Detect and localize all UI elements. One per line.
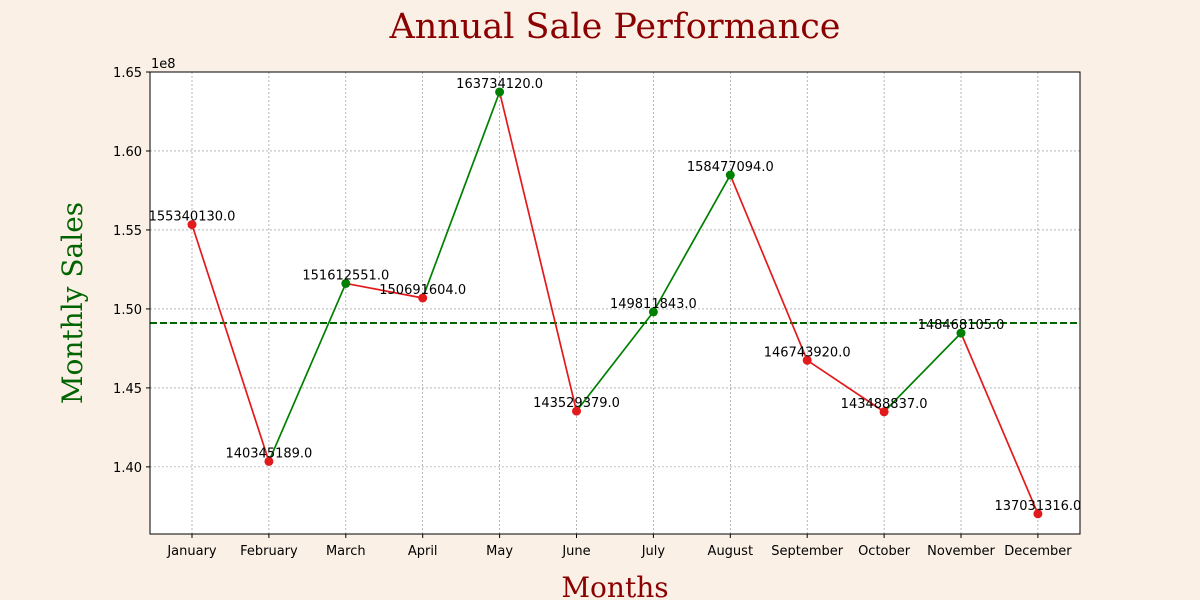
data-point (418, 293, 428, 303)
y-tick-label: 1.50 (113, 303, 142, 318)
data-label: 149811843.0 (610, 297, 697, 312)
plot-area (150, 72, 1080, 534)
data-label: 158477094.0 (687, 160, 774, 175)
x-tick-label: January (166, 544, 217, 559)
y-tick-label: 1.40 (113, 461, 142, 476)
line-segment (883, 332, 962, 413)
data-point (341, 278, 351, 288)
data-label: 163734120.0 (456, 77, 543, 92)
line-segment (191, 224, 270, 462)
y-tick-labels: 1.40 1.45 1.50 1.55 1.60 1.65 (113, 66, 150, 476)
data-label: 155340130.0 (149, 210, 236, 225)
x-tick-label: March (326, 544, 366, 559)
x-tick-label: December (1004, 544, 1072, 559)
x-tick-label: May (486, 544, 513, 559)
data-point (1033, 509, 1043, 519)
line-segment (960, 332, 1039, 515)
line-segment (345, 282, 423, 299)
data-point (495, 87, 505, 97)
line-segment (806, 359, 885, 413)
line-segment (575, 311, 655, 412)
line-segment (421, 91, 501, 299)
data-point (264, 456, 274, 466)
data-point (802, 355, 812, 365)
chart-title: Annual Sale Performance (388, 7, 840, 47)
x-tick-label: July (641, 544, 666, 559)
x-tick-label: November (927, 544, 995, 559)
data-points (187, 87, 1043, 519)
x-tick-label: October (858, 544, 911, 559)
y-tick-label: 1.55 (113, 224, 142, 239)
y-tick-label: 1.60 (113, 145, 142, 160)
data-label: 146743920.0 (764, 345, 851, 360)
x-axis-label: Months (561, 571, 668, 600)
data-point (956, 328, 966, 338)
y-offset-label: 1e8 (151, 57, 176, 72)
data-label: 143529379.0 (533, 396, 620, 411)
data-point (187, 220, 197, 230)
x-tick-label: June (561, 544, 590, 559)
x-tick-label: September (771, 544, 844, 559)
line-segment (652, 174, 732, 313)
y-axis-label: Monthly Sales (56, 202, 89, 404)
line-segment (729, 174, 808, 361)
data-label: 150691604.0 (379, 283, 466, 298)
data-labels: 155340130.0 140345189.0 151612551.01506916… (149, 77, 1082, 514)
line-segment (268, 283, 347, 462)
data-label: 137031316.0 (994, 499, 1081, 514)
data-point (879, 407, 889, 417)
x-tick-label: February (240, 544, 298, 559)
data-label: 143488837.0 (841, 397, 928, 412)
x-tick-label: August (708, 544, 754, 559)
data-point (648, 307, 658, 317)
plot-frame (149, 71, 1081, 535)
y-tick-label: 1.45 (113, 382, 142, 397)
y-tick-label: 1.65 (113, 66, 142, 81)
x-tick-label: April (408, 544, 438, 559)
data-label: 148468105.0 (918, 318, 1005, 333)
x-tick-labels: January February March April May June July Augu… (166, 534, 1072, 559)
data-label: 140345189.0 (225, 446, 312, 461)
line-segment (498, 91, 578, 412)
data-point (725, 170, 735, 180)
data-label: 151612551.0 (302, 268, 389, 283)
series-line-segments (191, 91, 1039, 515)
data-point (572, 406, 581, 416)
